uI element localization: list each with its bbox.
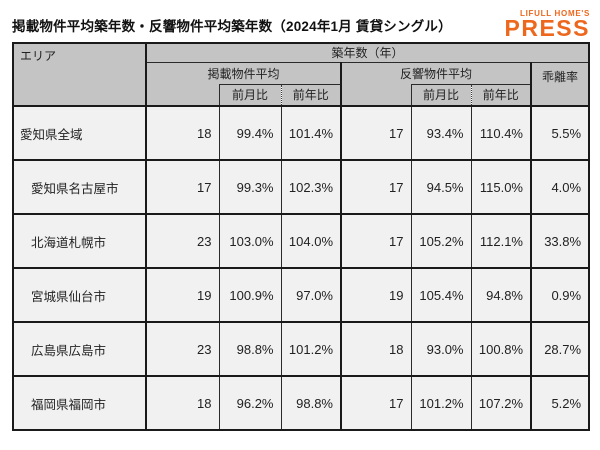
listed-age-cell: 19 — [145, 267, 220, 323]
col-header-inquiry-mom: 前月比 — [410, 83, 471, 107]
building-age-table: エリア 築年数（年） 掲載物件平均 反響物件平均 乖離率 前月比 前年比 前月比… — [12, 42, 591, 431]
listed-age-cell: 17 — [145, 159, 220, 215]
inquiry-mom-cell: 105.4% — [410, 267, 472, 323]
deviation-cell: 28.7% — [529, 321, 590, 377]
area-cell: 愛知県全域 — [12, 105, 147, 161]
listed-mom-cell: 103.0% — [218, 213, 282, 269]
page-header: 掲載物件平均築年数・反響物件平均築年数（2024年1月 賃貸シングル） LIFU… — [0, 0, 600, 42]
inquiry-age-cell: 17 — [340, 375, 412, 431]
area-cell: 広島県広島市 — [12, 321, 147, 377]
table-row-fukuoka: 福岡県福岡市 18 96.2% 98.8% 17 101.2% 107.2% 5… — [12, 375, 590, 431]
inquiry-mom-cell: 105.2% — [410, 213, 472, 269]
listed-mom-cell: 98.8% — [218, 321, 282, 377]
inquiry-mom-cell: 94.5% — [410, 159, 472, 215]
col-header-building-age: 築年数（年） — [144, 42, 590, 63]
listed-age-cell: 18 — [145, 375, 220, 431]
area-cell: 宮城県仙台市 — [12, 267, 147, 323]
inquiry-age-cell: 17 — [340, 213, 412, 269]
deviation-cell: 33.8% — [529, 213, 590, 269]
listed-yoy-cell: 101.2% — [280, 321, 342, 377]
col-header-listed-value-spacer — [145, 84, 220, 107]
col-header-inquiry-yoy: 前年比 — [470, 83, 532, 107]
listed-age-cell: 23 — [145, 321, 220, 377]
listed-yoy-cell: 97.0% — [280, 267, 342, 323]
inquiry-age-cell: 19 — [340, 267, 412, 323]
table-row-sapporo: 北海道札幌市 23 103.0% 104.0% 17 105.2% 112.1%… — [12, 213, 590, 269]
listed-mom-cell: 99.3% — [218, 159, 282, 215]
area-cell: 福岡県福岡市 — [12, 375, 147, 431]
deviation-cell: 5.2% — [529, 375, 590, 431]
table-row-hiroshima: 広島県広島市 23 98.8% 101.2% 18 93.0% 100.8% 2… — [12, 321, 590, 377]
col-header-listed-yoy: 前年比 — [280, 83, 342, 107]
deviation-cell: 4.0% — [529, 159, 590, 215]
col-header-inquiry-value-spacer — [340, 84, 412, 107]
page-title: 掲載物件平均築年数・反響物件平均築年数（2024年1月 賃貸シングル） — [12, 19, 452, 34]
col-header-listed-average: 掲載物件平均 — [145, 61, 342, 84]
area-cell: 愛知県名古屋市 — [12, 159, 147, 215]
inquiry-age-cell: 17 — [340, 105, 412, 161]
inquiry-yoy-cell: 115.0% — [470, 159, 532, 215]
inquiry-mom-cell: 93.4% — [410, 105, 472, 161]
listed-mom-cell: 100.9% — [218, 267, 282, 323]
lifull-homes-press-logo: LIFULL HOME'S PRESS — [504, 9, 590, 42]
listed-yoy-cell: 101.4% — [280, 105, 342, 161]
listed-age-cell: 18 — [145, 105, 220, 161]
table-row-nagoya: 愛知県名古屋市 17 99.3% 102.3% 17 94.5% 115.0% … — [12, 159, 590, 215]
inquiry-mom-cell: 101.2% — [410, 375, 472, 431]
col-header-deviation-rate: 乖離率 — [529, 61, 590, 107]
inquiry-yoy-cell: 94.8% — [470, 267, 532, 323]
inquiry-yoy-cell: 100.8% — [470, 321, 532, 377]
listed-yoy-cell: 98.8% — [280, 375, 342, 431]
listed-age-cell: 23 — [145, 213, 220, 269]
listed-mom-cell: 99.4% — [218, 105, 282, 161]
area-cell: 北海道札幌市 — [12, 213, 147, 269]
listed-mom-cell: 96.2% — [218, 375, 282, 431]
deviation-cell: 5.5% — [529, 105, 590, 161]
listed-yoy-cell: 102.3% — [280, 159, 342, 215]
deviation-cell: 0.9% — [529, 267, 590, 323]
inquiry-age-cell: 17 — [340, 159, 412, 215]
col-header-listed-mom: 前月比 — [218, 83, 281, 107]
listed-yoy-cell: 104.0% — [280, 213, 342, 269]
inquiry-yoy-cell: 110.4% — [470, 105, 532, 161]
inquiry-mom-cell: 93.0% — [410, 321, 472, 377]
table-row-sendai: 宮城県仙台市 19 100.9% 97.0% 19 105.4% 94.8% 0… — [12, 267, 590, 323]
logo-brand-text: LIFULL HOME'S — [520, 9, 590, 19]
table-row-aichi-zeniki: 愛知県全域 18 99.4% 101.4% 17 93.4% 110.4% 5.… — [12, 105, 590, 161]
inquiry-age-cell: 18 — [340, 321, 412, 377]
inquiry-yoy-cell: 112.1% — [470, 213, 532, 269]
col-header-area: エリア — [12, 42, 147, 107]
logo-press-text: PRESS — [504, 15, 590, 42]
col-header-inquiry-average: 反響物件平均 — [340, 61, 532, 84]
inquiry-yoy-cell: 107.2% — [470, 375, 532, 431]
